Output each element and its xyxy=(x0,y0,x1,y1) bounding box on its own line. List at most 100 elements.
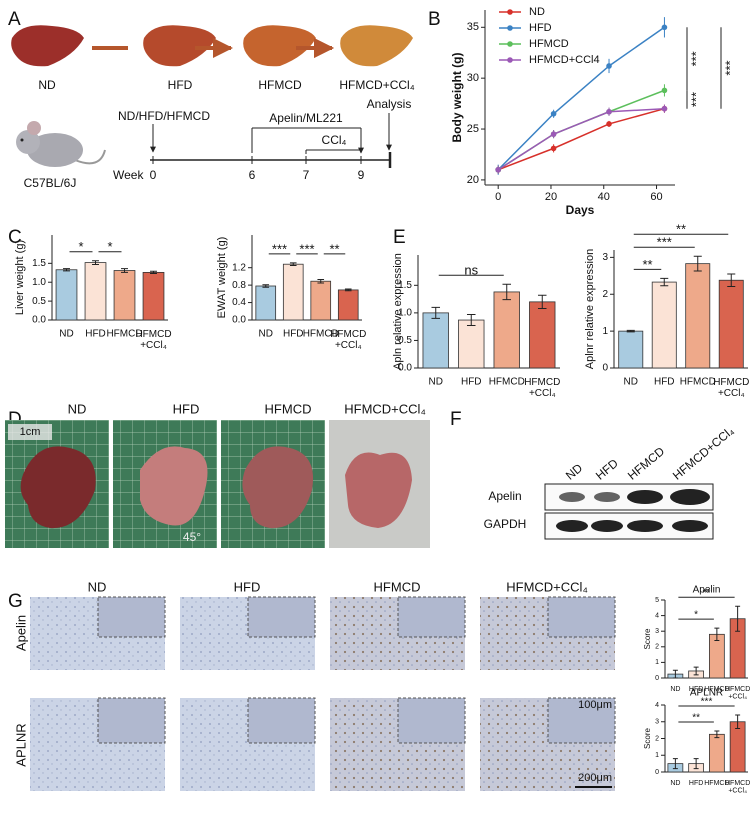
significance-label: ** xyxy=(642,257,652,272)
y-tick-label: 2 xyxy=(655,644,659,651)
y-tick-label: 2 xyxy=(602,289,608,300)
legend-label: HFMCD+CCl4 xyxy=(529,54,600,66)
x-tick-label: HFMCD xyxy=(303,329,339,340)
liver-icon xyxy=(11,25,85,67)
scale-label: 100μm xyxy=(578,699,612,711)
significance-label: ** xyxy=(329,241,339,256)
x-tick-label: 60 xyxy=(650,191,662,203)
x-tick-label: HFMCD +CCl₄ xyxy=(713,377,749,399)
x-tick-label: HFMCD xyxy=(489,377,525,388)
error-bar xyxy=(262,284,270,288)
liver xyxy=(140,446,208,526)
y-tick-label: 0.4 xyxy=(232,297,246,308)
x-tick-label: 40 xyxy=(598,191,610,203)
y-tick-label: 4 xyxy=(655,702,659,709)
point xyxy=(550,145,557,152)
group-label: HFMCD+CCl₄ xyxy=(344,401,426,416)
panel-letter: F xyxy=(450,409,462,430)
x-tick-label: HFD xyxy=(85,329,106,340)
significance-label: ** xyxy=(692,713,700,724)
x-tick-label: ND xyxy=(259,329,273,340)
y-tick-label: 3 xyxy=(655,628,659,635)
significance-label: *** xyxy=(657,235,672,250)
panel-letter: A xyxy=(8,9,21,30)
panel-letter: C xyxy=(8,227,22,248)
group-label: HFD xyxy=(173,401,200,416)
ccl4-bracket xyxy=(305,149,361,154)
x-tick-label: HFD xyxy=(283,329,304,340)
x-tick-label: ND xyxy=(59,329,73,340)
error-bar xyxy=(626,329,635,333)
x-tick-label: HFMCD +CCl₄ xyxy=(725,686,750,701)
group-label: HFMCD+CCl₄ xyxy=(670,424,737,483)
significance-label: *** xyxy=(299,241,314,256)
error-bar xyxy=(150,270,157,275)
x-tick-label: ND xyxy=(670,780,680,787)
y-tick-label: 5 xyxy=(655,597,659,604)
bar xyxy=(493,291,520,369)
bar xyxy=(422,312,449,369)
group-label: ND xyxy=(563,461,586,483)
error-bar xyxy=(672,758,678,770)
x-tick-label: HFMCD xyxy=(106,329,142,340)
week-number: 6 xyxy=(249,168,256,182)
blot-bands xyxy=(556,489,710,532)
significance-label: *** xyxy=(701,697,713,708)
group-label: HFD xyxy=(234,579,261,594)
y-axis-label: Liver weight (g) xyxy=(14,240,26,315)
group-label: HFMCD xyxy=(625,444,667,483)
diet-label: HFMCD+CCl₄ xyxy=(339,78,414,92)
point xyxy=(550,131,557,137)
panel-a: ND HFD HFMCD HFMCD+CCl₄ C57BL/6J ND/HFD/… xyxy=(11,25,415,190)
error-bar xyxy=(466,314,476,327)
y-axis-label: Aplnr relative expression xyxy=(584,249,596,369)
chart-title: Apelin xyxy=(693,585,721,596)
y-tick-label: 0.8 xyxy=(232,280,246,291)
bar xyxy=(55,269,78,321)
y-tick-label: 0.5 xyxy=(398,335,412,346)
y-tick-label: 2 xyxy=(655,735,659,742)
y-axis-label: Apln relative expression xyxy=(392,253,404,370)
liver-icon xyxy=(340,25,413,67)
x-tick-label: HFMCD +CCl₄ xyxy=(524,377,560,399)
liver xyxy=(345,452,412,528)
panel-letter: B xyxy=(428,9,441,30)
legend-label: HFMCD xyxy=(529,38,569,50)
y-tick-label: 1.5 xyxy=(398,280,412,291)
x-tick-label: 0 xyxy=(495,191,501,203)
x-tick-label: HFD xyxy=(689,686,703,693)
legend-marker xyxy=(507,41,513,47)
error-bar xyxy=(289,262,297,267)
error-bar xyxy=(714,627,720,642)
error-bar xyxy=(714,730,720,739)
bar xyxy=(729,721,746,773)
row-label: Apelin xyxy=(488,489,521,503)
timeline-ticks xyxy=(152,156,362,164)
week-number: 0 xyxy=(150,168,157,182)
point xyxy=(606,121,612,127)
significance-label: * xyxy=(694,610,698,621)
liver xyxy=(242,446,314,529)
point xyxy=(661,105,668,112)
diet-label: ND xyxy=(38,78,56,92)
x-tick-label: 20 xyxy=(545,191,557,203)
y-tick-label: 0.5 xyxy=(32,296,46,307)
error-bar xyxy=(693,666,699,676)
row-label: APLNR xyxy=(13,723,28,766)
scale-box xyxy=(8,424,52,440)
legend-marker xyxy=(507,9,513,15)
point xyxy=(550,110,557,117)
y-tick-label: 1 xyxy=(655,659,659,666)
x-tick-label: HFMCD +CCl₄ xyxy=(725,780,750,795)
error-bar xyxy=(693,758,699,770)
error-bar xyxy=(660,277,669,287)
x-tick-label: HFD xyxy=(654,377,675,388)
y-tick-label: 0 xyxy=(602,363,608,374)
significance-label: * xyxy=(107,239,112,254)
y-tick-label: 1.0 xyxy=(32,277,46,288)
x-tick-label: HFMCD +CCl₄ xyxy=(135,329,171,351)
series-line xyxy=(497,107,665,171)
point xyxy=(606,63,612,69)
x-tick-label: HFD xyxy=(461,377,482,388)
